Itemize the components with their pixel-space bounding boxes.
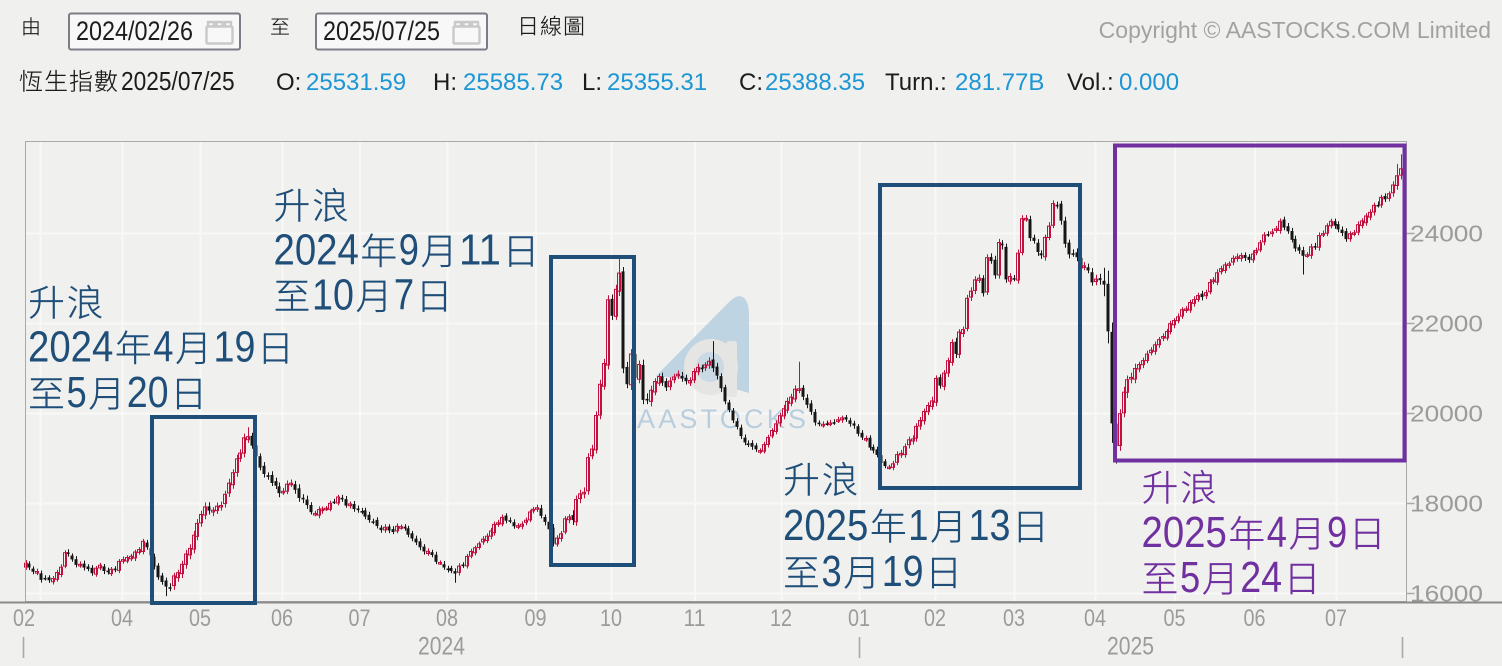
svg-text:07: 07	[349, 605, 371, 632]
svg-text:4: 4	[153, 323, 173, 372]
svg-text:9: 9	[399, 226, 419, 275]
svg-text:11: 11	[684, 605, 706, 632]
svg-text:19: 19	[214, 323, 256, 372]
svg-text:12: 12	[770, 605, 792, 632]
svg-text:2024: 2024	[28, 323, 113, 372]
svg-text:2025: 2025	[1107, 633, 1154, 661]
svg-text:25531.59: 25531.59	[306, 69, 406, 96]
svg-text:Vol.:: Vol.:	[1067, 69, 1114, 96]
svg-text:1: 1	[908, 501, 928, 550]
svg-text:22000: 22000	[1410, 311, 1483, 337]
svg-text:06: 06	[1244, 605, 1266, 632]
svg-text:H:: H:	[433, 69, 457, 96]
svg-text:C:: C:	[739, 69, 763, 96]
svg-text:24: 24	[1240, 553, 1282, 602]
svg-text:7: 7	[394, 271, 414, 320]
svg-text:02: 02	[13, 605, 35, 632]
svg-text:04: 04	[1084, 605, 1106, 632]
svg-text:5: 5	[1180, 553, 1200, 602]
svg-text:09: 09	[525, 605, 547, 632]
svg-text:0.000: 0.000	[1119, 69, 1179, 96]
svg-text:2025/07/25: 2025/07/25	[323, 16, 440, 46]
svg-text:02: 02	[924, 605, 946, 632]
svg-text:13: 13	[969, 501, 1011, 550]
svg-text:24000: 24000	[1410, 221, 1483, 247]
svg-text:2024/02/26: 2024/02/26	[76, 16, 193, 46]
svg-text:06: 06	[271, 605, 293, 632]
svg-text:18000: 18000	[1410, 491, 1483, 517]
svg-text:10: 10	[312, 271, 354, 320]
svg-text:2025/07/25: 2025/07/25	[121, 66, 235, 96]
svg-text:4: 4	[1267, 508, 1287, 557]
svg-text:19: 19	[882, 547, 924, 596]
svg-text:Turn.:: Turn.:	[885, 69, 947, 96]
svg-text:2024: 2024	[418, 633, 465, 661]
svg-text:03: 03	[1003, 605, 1025, 632]
svg-text:3: 3	[822, 547, 842, 596]
svg-text:11: 11	[459, 226, 501, 275]
svg-text:08: 08	[436, 605, 458, 632]
svg-text:07: 07	[1325, 605, 1347, 632]
svg-text:2024: 2024	[274, 226, 359, 275]
svg-text:2025: 2025	[783, 501, 868, 550]
svg-text:281.77B: 281.77B	[955, 69, 1044, 96]
svg-text:20: 20	[127, 368, 169, 417]
svg-text:25585.73: 25585.73	[463, 69, 563, 96]
svg-text:16000: 16000	[1410, 581, 1483, 607]
svg-text:10: 10	[600, 605, 622, 632]
svg-text:04: 04	[111, 605, 133, 632]
svg-text:9: 9	[1327, 508, 1347, 557]
svg-text:Copyright © AASTOCKS.COM Limit: Copyright © AASTOCKS.COM Limited	[1099, 17, 1491, 43]
svg-text:25388.35: 25388.35	[765, 69, 865, 96]
svg-text:25355.31: 25355.31	[607, 69, 707, 96]
svg-text:5: 5	[67, 368, 87, 417]
svg-text:2025: 2025	[1142, 508, 1227, 557]
svg-text:L:: L:	[582, 69, 602, 96]
svg-text:20000: 20000	[1410, 401, 1483, 427]
svg-text:O:: O:	[276, 69, 301, 96]
svg-text:01: 01	[848, 605, 870, 632]
svg-text:05: 05	[1164, 605, 1186, 632]
svg-text:05: 05	[189, 605, 211, 632]
